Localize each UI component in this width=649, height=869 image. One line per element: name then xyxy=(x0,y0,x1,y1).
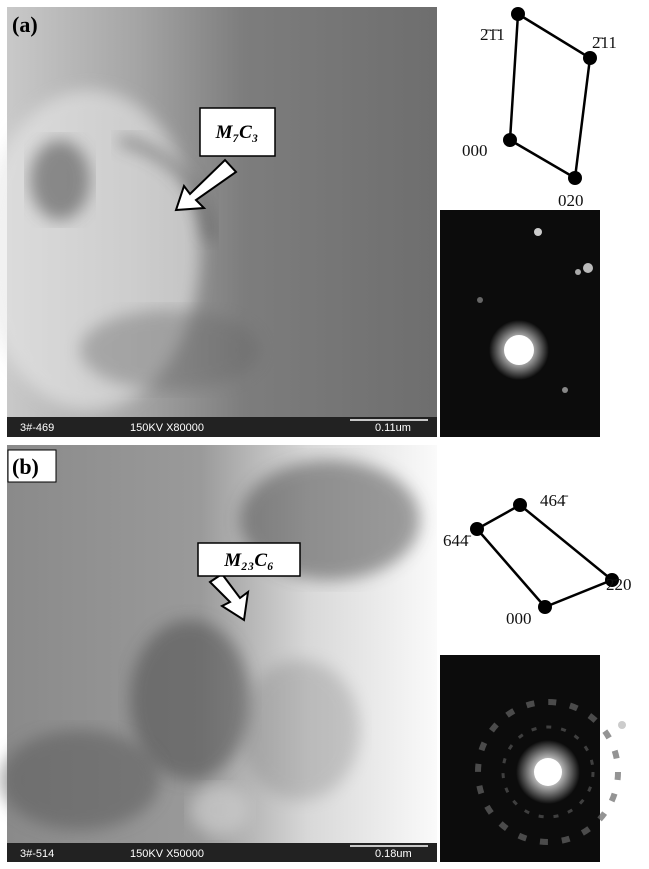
spot-label: 000 xyxy=(462,141,488,160)
spot-label: 2̄1̄1 xyxy=(480,25,505,44)
phase-label: M₂₃C₆ xyxy=(223,550,273,571)
spot-label: 644̄ xyxy=(443,531,472,550)
spot-label: 020 xyxy=(558,191,584,210)
spot-label: 000 xyxy=(506,609,532,628)
image-id: 3#-469 xyxy=(20,422,54,434)
diagram-a xyxy=(510,14,590,178)
image-settings: 150KV X80000 xyxy=(130,422,204,434)
figure: (a) 2̄1̄1 2̄11 000 020 M₇C₃ 3#-469 150KV… xyxy=(0,0,649,869)
panel-label: (b) xyxy=(12,454,39,479)
image-settings: 150KV X50000 xyxy=(130,848,204,860)
diffraction-b xyxy=(440,655,626,862)
image-id: 3#-514 xyxy=(20,848,54,860)
tem-image-b xyxy=(0,445,437,862)
diffraction-a xyxy=(440,210,600,437)
diagram-b-spots xyxy=(470,498,619,614)
spot-label: 2̄11 xyxy=(592,33,617,52)
scale-bar: 0.18um xyxy=(375,848,412,860)
spot-label: 2̄20 xyxy=(606,575,632,594)
spot-label: 464̄ xyxy=(540,491,569,510)
diagram-b xyxy=(477,505,612,607)
scale-bar: 0.11um xyxy=(375,422,411,434)
phase-label: M₇C₃ xyxy=(215,122,259,143)
tem-image-a xyxy=(0,7,437,437)
panel-label: (a) xyxy=(12,12,38,37)
